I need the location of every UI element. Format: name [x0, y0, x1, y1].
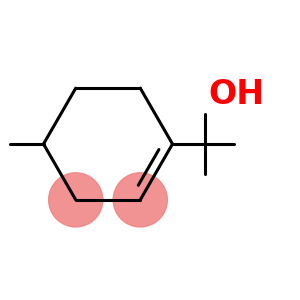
Circle shape: [113, 173, 167, 227]
Text: OH: OH: [208, 78, 265, 111]
Circle shape: [49, 173, 103, 227]
